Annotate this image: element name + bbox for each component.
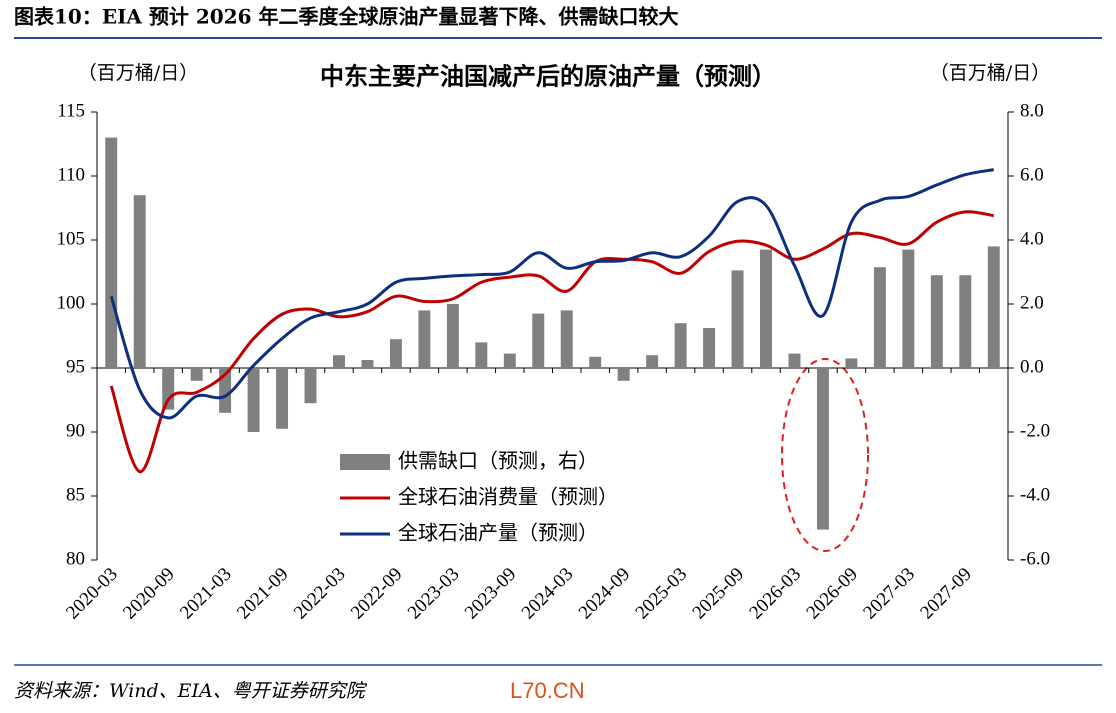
bar <box>617 368 630 381</box>
x-tick-label: 2022-09 <box>347 564 407 624</box>
y2-tick-label: 4.0 <box>1020 228 1044 249</box>
y2-axis-label: （百万桶/日） <box>930 62 1050 84</box>
y-tick-label: 85 <box>66 484 85 505</box>
x-tick-label: 2024-09 <box>575 564 635 624</box>
y-tick-label: 115 <box>57 100 85 121</box>
y2-tick-label: -4.0 <box>1020 484 1050 505</box>
x-tick-label: 2021-09 <box>233 564 293 624</box>
bar <box>646 355 659 368</box>
x-tick-label: 2027-09 <box>916 564 976 624</box>
source: 资料来源：Wind、EIA、粤开证券研究院 <box>14 680 368 702</box>
bar <box>446 304 459 368</box>
bar <box>731 270 744 368</box>
x-tick-label: 2021-03 <box>176 564 236 624</box>
bar <box>930 275 943 368</box>
bar <box>532 313 545 368</box>
bar <box>873 267 886 368</box>
bar <box>760 249 772 368</box>
chart-title: 中东主要产油国减产后的原油产量（预测） <box>320 62 776 91</box>
legend-label: 全球石油产量（预测） <box>398 521 598 545</box>
bar <box>987 246 1000 368</box>
bar <box>475 342 488 368</box>
legend-swatch <box>340 454 390 470</box>
bar <box>219 368 232 413</box>
highlight-ellipse <box>781 358 869 552</box>
bar <box>418 310 431 368</box>
bar <box>276 368 289 429</box>
line <box>109 168 995 420</box>
legend-label: 供需缺口（预测，右） <box>398 449 598 473</box>
x-tick-label: 2026-09 <box>802 564 862 624</box>
x-tick-label: 2022-03 <box>290 564 350 624</box>
bar <box>589 356 602 368</box>
x-tick-label: 2027-03 <box>859 564 919 624</box>
y-axis-label: （百万桶/日） <box>78 62 198 84</box>
legend-label: 全球石油消费量（预测） <box>398 485 618 509</box>
y-tick-label: 90 <box>66 420 85 441</box>
bar <box>361 360 374 368</box>
y-tick-label: 105 <box>57 228 86 249</box>
bar <box>845 358 858 368</box>
x-tick-label: 2026-03 <box>745 564 805 624</box>
bar <box>816 368 829 530</box>
y2-tick-label: 2.0 <box>1020 292 1044 313</box>
bar <box>333 355 345 368</box>
x-tick-label: 2025-09 <box>689 564 749 624</box>
y2-tick-label: -6.0 <box>1020 548 1050 569</box>
bar <box>389 339 402 368</box>
bar <box>105 137 118 368</box>
bar <box>247 368 260 432</box>
line <box>109 210 995 474</box>
bar <box>162 368 175 410</box>
x-tick-label: 2025-03 <box>632 564 692 624</box>
x-tick-label: 2023-09 <box>461 564 521 624</box>
y2-tick-label: 6.0 <box>1020 164 1044 185</box>
x-tick-label: 2020-09 <box>119 564 179 624</box>
bar <box>703 328 716 368</box>
y2-tick-label: 8.0 <box>1020 100 1044 121</box>
y-tick-label: 80 <box>66 548 85 569</box>
y2-tick-label: 0.0 <box>1020 356 1044 377</box>
bar <box>503 353 516 368</box>
x-tick-label: 2023-03 <box>404 564 464 624</box>
y-tick-label: 110 <box>57 164 85 185</box>
watermark: L70.CN <box>510 678 585 703</box>
y-tick-label: 100 <box>57 292 86 313</box>
y2-tick-label: -2.0 <box>1020 420 1050 441</box>
bar <box>133 195 146 368</box>
x-tick-label: 2024-03 <box>518 564 578 624</box>
bar <box>190 368 203 381</box>
bar <box>674 323 687 368</box>
bar <box>788 353 801 368</box>
bar <box>959 275 972 368</box>
header: 图表10：EIA 预计 2026 年二季度全球原油产量显著下降、供需缺口较大 <box>14 5 679 29</box>
bar <box>902 249 915 368</box>
bar <box>560 310 573 368</box>
bar <box>304 368 317 404</box>
x-tick-label: 2020-03 <box>62 564 122 624</box>
y-tick-label: 95 <box>66 356 85 377</box>
